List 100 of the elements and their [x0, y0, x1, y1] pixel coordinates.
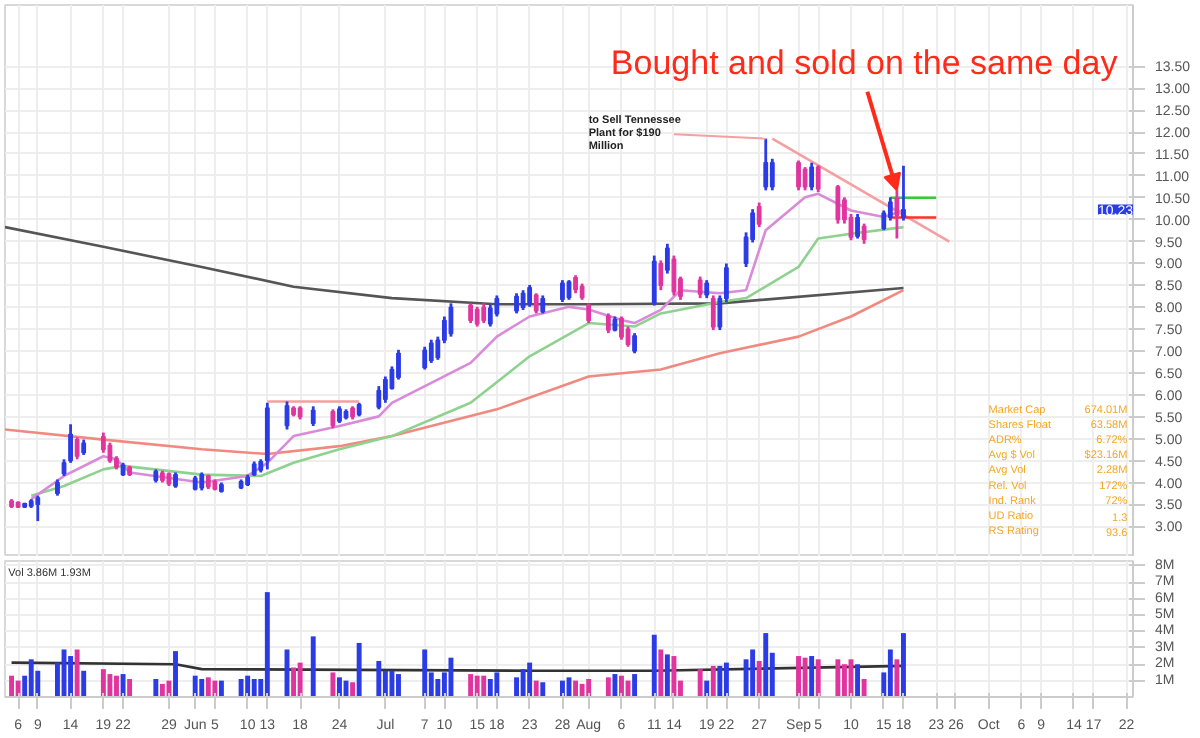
- bar: [9, 675, 15, 697]
- candlestick: [310, 404, 316, 428]
- candlestick: [586, 301, 592, 325]
- annotation: Bought and sold on the same day: [610, 44, 1119, 83]
- bar: [81, 670, 87, 697]
- bar: [632, 674, 638, 697]
- candlestick: [887, 195, 893, 222]
- candlestick: [651, 254, 657, 307]
- bar: [291, 667, 297, 697]
- candlestick: [35, 494, 41, 523]
- bar: [841, 664, 847, 697]
- bar: [199, 678, 205, 697]
- bar: [861, 678, 867, 697]
- candlestick: [74, 436, 80, 461]
- bar: [612, 674, 618, 697]
- bar: [619, 675, 624, 697]
- bar: [514, 677, 519, 697]
- candlestick: [855, 212, 860, 240]
- candlestick: [802, 165, 808, 192]
- candlestick: [468, 301, 474, 325]
- candlestick: [527, 283, 533, 309]
- candlestick: [605, 312, 611, 335]
- bar: [435, 678, 441, 697]
- bar: [887, 649, 893, 697]
- bar: [481, 675, 487, 697]
- candlestick: [474, 305, 480, 328]
- candlestick: [815, 163, 821, 194]
- bar: [68, 656, 74, 697]
- bar: [717, 665, 723, 697]
- bar: [107, 674, 113, 697]
- bar: [120, 674, 126, 697]
- bar: [264, 592, 270, 697]
- bar: [855, 664, 861, 697]
- candlestick: [487, 303, 493, 328]
- bar: [251, 678, 257, 697]
- candlestick: [481, 301, 487, 325]
- bar: [763, 633, 769, 697]
- bar: [28, 659, 34, 697]
- bar: [159, 683, 165, 697]
- candlestick: [901, 164, 906, 222]
- bar: [664, 654, 670, 697]
- candlestick: [671, 254, 677, 297]
- bar: [540, 682, 546, 697]
- bar: [756, 660, 762, 697]
- bar: [396, 674, 401, 697]
- bar: [218, 680, 224, 697]
- candlestick: [763, 137, 769, 192]
- candlestick: [533, 291, 539, 315]
- bar: [527, 662, 533, 697]
- bar: [205, 677, 211, 697]
- candlestick: [664, 242, 670, 275]
- bar: [658, 649, 664, 697]
- bar: [100, 669, 106, 697]
- bar: [579, 683, 585, 697]
- candlestick: [710, 294, 716, 332]
- bar: [710, 665, 716, 697]
- bar: [835, 659, 841, 697]
- bar: [802, 657, 808, 697]
- bar: [901, 633, 906, 697]
- line-series: [5, 225, 905, 306]
- candlestick: [422, 345, 428, 371]
- bar: [238, 678, 244, 697]
- bar: [310, 636, 316, 697]
- line-series: [5, 288, 905, 456]
- candlestick: [520, 288, 526, 312]
- bar: [468, 674, 474, 697]
- bar: [573, 680, 579, 697]
- candlestick: [756, 201, 762, 229]
- bar: [723, 662, 729, 697]
- bar: [192, 675, 198, 697]
- candlestick: [560, 278, 565, 304]
- candlestick: [376, 384, 382, 411]
- bar: [750, 649, 756, 697]
- bar: [74, 649, 80, 697]
- bar: [533, 680, 539, 697]
- candlestick: [697, 275, 703, 300]
- candlestick: [809, 161, 815, 192]
- bar: [350, 682, 356, 697]
- candlestick: [658, 259, 664, 292]
- candlestick: [835, 183, 841, 226]
- bar: [330, 672, 336, 697]
- candlestick: [894, 188, 900, 240]
- candlestick: [330, 407, 336, 430]
- bar: [697, 669, 703, 697]
- bar: [297, 662, 303, 697]
- bar: [153, 678, 159, 697]
- bar: [245, 675, 251, 697]
- bar: [448, 657, 454, 697]
- bar: [114, 675, 119, 697]
- bar: [173, 651, 178, 697]
- bar: [356, 642, 362, 697]
- candlestick: [100, 431, 106, 455]
- candlestick: [769, 157, 775, 192]
- bar: [671, 656, 677, 697]
- bar: [474, 675, 480, 697]
- bar: [809, 656, 815, 697]
- candlestick: [861, 222, 867, 246]
- bar: [815, 659, 821, 697]
- bar: [605, 677, 611, 697]
- bar: [422, 649, 428, 697]
